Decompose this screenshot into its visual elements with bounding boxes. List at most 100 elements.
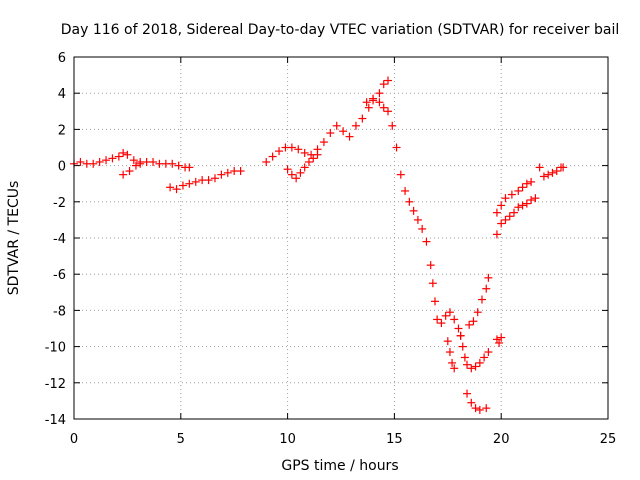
data-point bbox=[484, 348, 493, 357]
data-point bbox=[283, 165, 292, 174]
data-point bbox=[514, 186, 523, 195]
data-point bbox=[426, 261, 435, 270]
y-tick-label: 2 bbox=[58, 123, 66, 138]
data-point bbox=[559, 163, 568, 172]
data-point bbox=[332, 121, 341, 130]
data-point bbox=[514, 203, 523, 212]
data-point bbox=[522, 199, 531, 208]
data-point bbox=[123, 150, 132, 159]
data-point bbox=[463, 389, 472, 398]
y-tick-label: -10 bbox=[45, 341, 66, 356]
data-point bbox=[418, 224, 427, 233]
data-point bbox=[358, 114, 367, 123]
data-point bbox=[448, 358, 457, 367]
data-point bbox=[383, 107, 392, 116]
data-point bbox=[539, 172, 548, 181]
data-point bbox=[482, 284, 491, 293]
data-point bbox=[168, 159, 177, 168]
data-point bbox=[465, 320, 474, 329]
data-point bbox=[450, 315, 459, 324]
data-point bbox=[185, 163, 194, 172]
data-point bbox=[262, 157, 271, 166]
x-tick-label: 25 bbox=[600, 432, 617, 447]
data-point bbox=[119, 170, 128, 179]
data-point bbox=[518, 183, 527, 192]
data-point bbox=[497, 333, 506, 342]
data-point bbox=[443, 337, 452, 346]
data-point bbox=[375, 98, 384, 107]
data-point bbox=[527, 195, 536, 204]
data-point bbox=[125, 167, 134, 176]
data-point bbox=[497, 201, 506, 210]
data-point bbox=[287, 143, 296, 152]
y-tick-label: -2 bbox=[53, 196, 66, 211]
data-point bbox=[507, 190, 516, 199]
data-point bbox=[467, 398, 476, 407]
data-point bbox=[430, 297, 439, 306]
data-point bbox=[89, 159, 98, 168]
data-point bbox=[364, 103, 373, 112]
data-point bbox=[396, 170, 405, 179]
data-point bbox=[456, 331, 465, 340]
data-point bbox=[535, 163, 544, 172]
data-point bbox=[345, 132, 354, 141]
data-point bbox=[475, 405, 484, 414]
data-point bbox=[445, 348, 454, 357]
x-tick-label: 15 bbox=[386, 432, 403, 447]
plot-frame bbox=[73, 56, 609, 420]
data-point bbox=[501, 215, 510, 224]
data-point bbox=[388, 121, 397, 130]
data-point bbox=[379, 103, 388, 112]
data-point bbox=[497, 219, 506, 228]
data-point bbox=[172, 185, 181, 194]
y-tick-label: -8 bbox=[53, 304, 66, 319]
data-point bbox=[531, 194, 540, 203]
data-point bbox=[131, 161, 140, 170]
y-axis-label: SDTVAR / TECUs bbox=[6, 181, 22, 296]
data-point bbox=[405, 197, 414, 206]
data-point bbox=[369, 96, 378, 105]
data-point bbox=[294, 145, 303, 154]
data-point bbox=[319, 138, 328, 147]
data-point bbox=[300, 163, 309, 172]
data-point bbox=[351, 121, 360, 130]
x-tick-label: 5 bbox=[177, 432, 185, 447]
data-point bbox=[76, 157, 85, 166]
data-point bbox=[495, 338, 504, 347]
data-point bbox=[484, 273, 493, 282]
data-point bbox=[191, 177, 200, 186]
data-point bbox=[544, 170, 553, 179]
data-point bbox=[450, 364, 459, 373]
x-tick-label: 20 bbox=[493, 432, 510, 447]
data-point bbox=[326, 129, 335, 138]
data-point bbox=[445, 308, 454, 317]
data-point bbox=[441, 311, 450, 320]
data-point bbox=[392, 143, 401, 152]
data-point bbox=[437, 319, 446, 328]
data-point bbox=[204, 176, 213, 185]
data-point bbox=[236, 167, 245, 176]
data-point bbox=[454, 324, 463, 333]
data-point bbox=[422, 237, 431, 246]
data-point bbox=[477, 295, 486, 304]
data-point bbox=[522, 179, 531, 188]
x-tick-label: 0 bbox=[70, 432, 78, 447]
y-tick-label: 6 bbox=[58, 51, 66, 66]
data-point bbox=[300, 148, 309, 157]
data-point bbox=[467, 364, 476, 373]
data-point bbox=[471, 404, 480, 413]
y-tick-label: -6 bbox=[53, 268, 66, 283]
grid-lines bbox=[74, 57, 608, 419]
data-point bbox=[428, 279, 437, 288]
data-point bbox=[475, 358, 484, 367]
y-tick-label: -14 bbox=[45, 413, 66, 428]
data-point bbox=[296, 168, 305, 177]
data-point bbox=[304, 157, 313, 166]
data-point bbox=[527, 177, 536, 186]
data-point bbox=[469, 317, 478, 326]
y-tick-label: 4 bbox=[58, 87, 66, 102]
x-axis-label: GPS time / hours bbox=[281, 458, 398, 474]
data-point bbox=[129, 156, 138, 165]
data-point bbox=[480, 353, 489, 362]
